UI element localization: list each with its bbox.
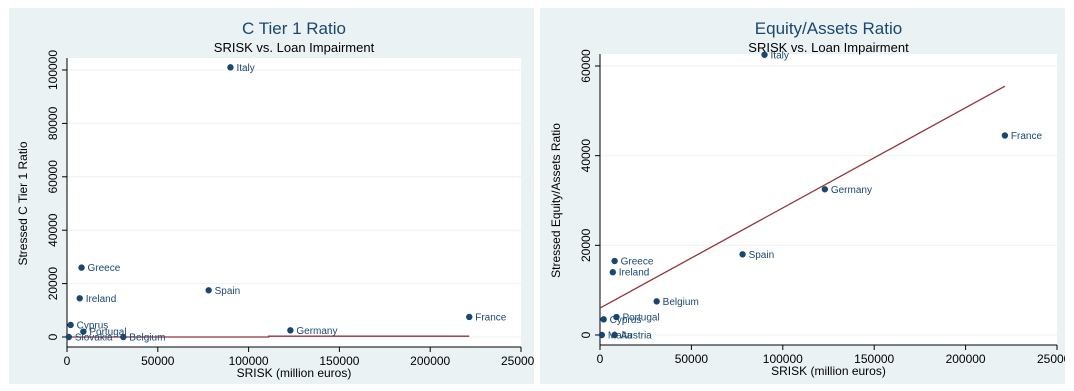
y-tick-label: 60000 [46, 160, 60, 194]
x-tick-label: 100000 [229, 354, 269, 368]
scatter-point [78, 264, 85, 271]
fit-line [599, 85, 1006, 309]
point-label: Ireland [86, 294, 117, 305]
scatter-point [600, 316, 607, 323]
chart-title: Equity/Assets Ratio [755, 19, 902, 38]
point-label: France [1011, 131, 1043, 142]
plot-area [600, 54, 1057, 345]
x-axis-title: SRISK (million euros) [771, 364, 886, 378]
y-tick-label: 0 [579, 331, 593, 338]
point-label: Malta [608, 331, 633, 342]
scatter-point [761, 51, 768, 58]
y-tick-label: 20000 [46, 267, 60, 301]
chart-subtitle: SRISK vs. Loan Impairment [748, 40, 909, 55]
scatter-point [739, 251, 746, 258]
scatter-point [287, 327, 294, 334]
scatter-point [611, 331, 618, 339]
scatter-point [611, 257, 618, 265]
scatter-point [205, 287, 212, 294]
point-label: Portugal [89, 327, 126, 338]
x-tick-label: 200000 [410, 354, 450, 368]
x-tick-label: 50000 [141, 354, 175, 368]
x-axis-title: SRISK (million euros) [237, 366, 352, 380]
scatter-point [598, 331, 606, 339]
chart-panel-tier1: 0 20000 40000 60000 80000 100000 0 50000 100000 1… [9, 8, 534, 384]
y-axis-title: Stressed C Tier 1 Ratio [16, 141, 30, 265]
x-tick-label: 150000 [854, 352, 894, 366]
scatter-point [80, 328, 87, 335]
chart-title: C Tier 1 Ratio [242, 19, 346, 38]
scatter-point [821, 186, 829, 193]
point-label: Austria [621, 331, 653, 342]
point-label: Italy [236, 63, 254, 74]
fit-line [67, 335, 470, 338]
chart-equity: 0 20000 40000 60000 0 50000 100000 150000 200000… [549, 19, 1065, 378]
scatter-point [653, 298, 660, 305]
point-label: Spain [215, 286, 241, 297]
scatter-point [67, 321, 74, 329]
scatter-point [65, 333, 73, 341]
point-label: Belgium [663, 297, 699, 308]
y-tick-label: 60000 [579, 49, 593, 83]
scatter-point [1001, 132, 1009, 139]
x-tick-label: 150000 [319, 354, 359, 368]
chart-panel-equity: 0 20000 40000 60000 0 50000 100000 150000 200000… [540, 8, 1065, 384]
point-label: Germany [831, 185, 872, 196]
x-tick-label: 250000 [501, 354, 534, 368]
y-tick-label: 20000 [579, 228, 593, 262]
scatter-point [466, 313, 473, 321]
y-tick-label: 40000 [579, 139, 593, 173]
y-axis-title: Stressed Equity/Assets Ratio [549, 123, 563, 278]
point-label: Portugal [622, 313, 659, 324]
x-tick-label: 0 [64, 354, 71, 368]
x-tick-label: 0 [597, 352, 604, 366]
x-tick-label: 100000 [763, 352, 803, 366]
point-label: Greece [621, 257, 654, 268]
point-label: Cyprus [77, 320, 109, 331]
point-label: Slovakia [75, 333, 113, 344]
y-tick-label: 0 [46, 333, 60, 340]
point-label: Italy [771, 50, 789, 61]
point-label: Ireland [619, 268, 650, 279]
chart-subtitle: SRISK vs. Loan Impairment [214, 40, 375, 55]
x-tick-label: 250000 [1037, 352, 1065, 366]
scatter-point [613, 313, 620, 321]
point-label: France [475, 312, 507, 323]
point-label: Germany [296, 326, 337, 337]
chart-tier1: 0 20000 40000 60000 80000 100000 0 50000 100000 1… [16, 19, 534, 380]
y-tick-label: 80000 [46, 106, 60, 140]
point-label: Belgium [129, 333, 165, 344]
scatter-point [227, 64, 234, 71]
scatter-point [76, 295, 83, 302]
x-tick-label: 50000 [675, 352, 709, 366]
point-label: Cyprus [610, 315, 642, 326]
scatter-point [120, 333, 127, 341]
point-label: Greece [88, 263, 121, 274]
point-label: Spain [749, 250, 775, 261]
plot-area [67, 58, 521, 347]
scatter-point [609, 269, 616, 276]
x-tick-label: 200000 [946, 352, 986, 366]
y-tick-label: 100000 [46, 50, 60, 90]
y-tick-label: 40000 [46, 213, 60, 247]
